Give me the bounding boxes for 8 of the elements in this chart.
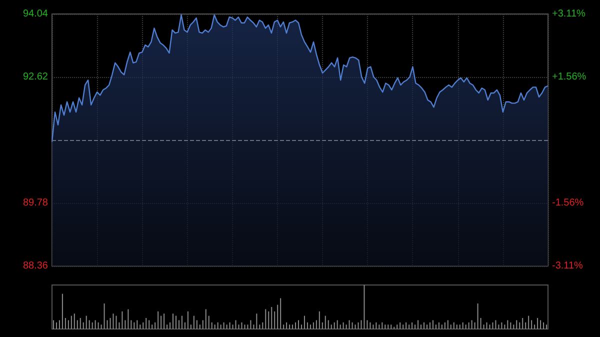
y-tick-label: 92.62 [22, 72, 48, 82]
y-tick-label: 89.78 [22, 198, 48, 208]
y2-tick-label: -1.56% [552, 198, 584, 209]
y-tick-label: 94.04 [22, 8, 48, 20]
y2-tick-label: +3.11% [552, 8, 586, 20]
y2-tick-label: -3.11% [552, 260, 584, 272]
y2-tick-label: +1.56% [552, 71, 586, 82]
y-tick-label: 88.36 [22, 260, 48, 272]
